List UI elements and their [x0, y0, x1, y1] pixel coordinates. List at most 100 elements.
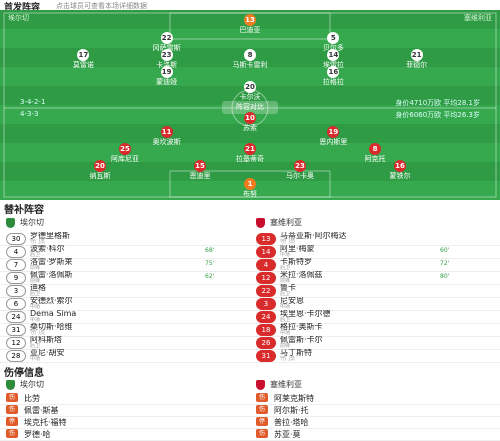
sub-position: 后卫: [280, 265, 291, 271]
player[interactable]: 5 贝尔多: [298, 32, 368, 52]
sub-number: 4: [256, 259, 276, 271]
player-name: 阿克托: [364, 155, 386, 163]
sub-row[interactable]: 26 佩雷斯·卡尔 前锋: [250, 336, 500, 350]
player[interactable]: 17 莫雷诺: [48, 49, 118, 69]
sub-row[interactable]: 31 马丁斯特 守门员: [250, 349, 500, 363]
sub-position: 后卫: [30, 252, 41, 258]
sub-row[interactable]: 18 格拉·奥斯卡 中场: [250, 323, 500, 337]
sub-name: 迪格: [30, 284, 46, 292]
sub-number: 24: [6, 311, 26, 323]
sub-event: 68': [205, 247, 215, 254]
player[interactable]: 25 阿库尼亚: [90, 143, 160, 163]
player[interactable]: 22 冈萨雷斯: [132, 32, 202, 52]
sub-name: Dema Sima: [30, 310, 77, 318]
sub-number: 30: [6, 233, 26, 245]
sub-position: 中场: [30, 356, 41, 362]
player[interactable]: 1 布努: [215, 178, 285, 198]
sub-position: 守门员: [30, 330, 46, 336]
sub-position: 守门员: [30, 239, 46, 245]
player[interactable]: 23 马尔卡奥: [265, 160, 335, 180]
sub-row[interactable]: 3 迪格 后卫: [0, 284, 250, 298]
sub-row[interactable]: 13 马蒂亚斯·阿尔梅达 守门员: [250, 232, 500, 246]
sub-name: 安德烈·索尔: [30, 297, 73, 305]
player-number: 8: [244, 49, 256, 61]
sub-number: 26: [256, 337, 276, 349]
sub-position: 后卫: [280, 291, 291, 297]
sub-row[interactable]: 12 米拉·洛佩兹 前锋 80': [250, 271, 500, 285]
player-number: 21: [244, 143, 256, 155]
sub-row[interactable]: 7 洛雷·罗斯莱 前锋 75': [0, 258, 250, 272]
sub-position: 前锋: [280, 278, 291, 284]
sub-name: 尼安恩: [280, 297, 304, 305]
sub-name: 卡斯特罗: [280, 258, 312, 266]
player[interactable]: 21 拉基蒂奇: [215, 143, 285, 163]
sub-row[interactable]: 12 阿科斯塔 后卫: [0, 336, 250, 350]
player-number: 23: [294, 160, 306, 172]
sub-position: 中场: [280, 252, 291, 258]
player[interactable]: 14 埃雷拉: [298, 49, 368, 69]
sub-row[interactable]: 24 埃里恩·卡尔德 后卫: [250, 310, 500, 324]
player-name: 菲德尔: [406, 61, 428, 69]
player-name: 阿库尼亚: [111, 155, 139, 163]
sub-row[interactable]: 3 尼安恩 中场: [250, 297, 500, 311]
sub-row[interactable]: 22 鲁卡 后卫: [250, 284, 500, 298]
player-name: 莫雷诺: [72, 61, 94, 69]
sub-row[interactable]: 31 桑切斯·哈维 守门员: [0, 323, 250, 337]
player[interactable]: 19 蒙迪娅: [132, 66, 202, 86]
player[interactable]: 11 奥坎波斯: [132, 126, 202, 146]
injuries-title: 伤停信息: [4, 368, 44, 379]
player-number: 15: [194, 160, 206, 172]
sub-position: 后卫: [280, 317, 291, 323]
sub-row[interactable]: 4 卡斯特罗 后卫 72': [250, 258, 500, 272]
player-number: 16: [327, 66, 340, 78]
player-number: 20: [94, 160, 106, 172]
sub-position: 前锋: [30, 278, 41, 284]
sub-number: 31: [256, 350, 276, 362]
sub-event: 80': [440, 273, 450, 280]
injury-row: 伤佩雷·斯基: [0, 404, 250, 417]
injury-name: 苏亚·莫: [274, 430, 301, 439]
player-number: 11: [160, 126, 173, 138]
player[interactable]: 20 卡尔沃: [215, 81, 285, 101]
compare-button[interactable]: 阵容对比: [222, 101, 278, 114]
sub-position: 中场: [30, 304, 41, 310]
player[interactable]: 21 菲德尔: [382, 49, 452, 69]
sub-number: 12: [6, 337, 26, 349]
sub-row[interactable]: 28 亚尼·胡安 中场: [0, 349, 250, 363]
sub-row[interactable]: 9 佩雷·洛佩斯 前锋 62': [0, 271, 250, 285]
player[interactable]: 13 巴迪亚: [215, 14, 285, 34]
sub-name: 佩雷斯·卡尔: [280, 336, 323, 344]
sub-row[interactable]: 4 波索·科尔 后卫 68': [0, 245, 250, 259]
sub-number: 22: [256, 285, 276, 297]
player-number: 19: [160, 66, 173, 78]
player[interactable]: 15 恩迪里: [165, 160, 235, 180]
player-name: 布努: [243, 190, 257, 198]
pitch-lines: [3, 12, 497, 198]
team-crest: [256, 380, 265, 390]
player-name: 拉基蒂奇: [236, 155, 264, 163]
sub-row[interactable]: 6 安德烈·索尔 中场: [0, 297, 250, 311]
sub-position: 前锋: [30, 265, 41, 271]
sub-name: 波索·科尔: [30, 245, 65, 253]
injury-row: 伤阿莱克斯特: [250, 392, 500, 405]
sub-row[interactable]: 14 阿里·梅蒙 中场 60': [250, 245, 500, 259]
title: 首发阵容: [4, 3, 41, 13]
player[interactable]: 23 卡洛斯: [132, 49, 202, 69]
injury-reason: 停: [256, 417, 268, 426]
sub-number: 3: [6, 285, 26, 297]
sub-row[interactable]: 24 Dema Sima 中场: [0, 310, 250, 324]
player[interactable]: 16 蒙铁尔: [365, 160, 435, 180]
player[interactable]: 8 马斯卡雷利: [215, 49, 285, 69]
player-number: 23: [160, 49, 173, 61]
player-name: 卡尔沃: [239, 93, 261, 101]
player[interactable]: 19 恩内斯里: [298, 126, 368, 146]
sub-number: 6: [6, 298, 26, 310]
player[interactable]: 16 拉格拉: [298, 66, 368, 86]
player[interactable]: 20 纳瓦斯: [65, 160, 135, 180]
player[interactable]: 8 阿克托: [340, 143, 410, 163]
player[interactable]: 10 苏索: [215, 112, 285, 132]
sub-row[interactable]: 30 罗德里格斯 守门员: [0, 232, 250, 246]
sub-name: 亚尼·胡安: [30, 349, 65, 357]
player-name: 拉格拉: [322, 78, 344, 86]
player-number: 22: [160, 32, 173, 44]
